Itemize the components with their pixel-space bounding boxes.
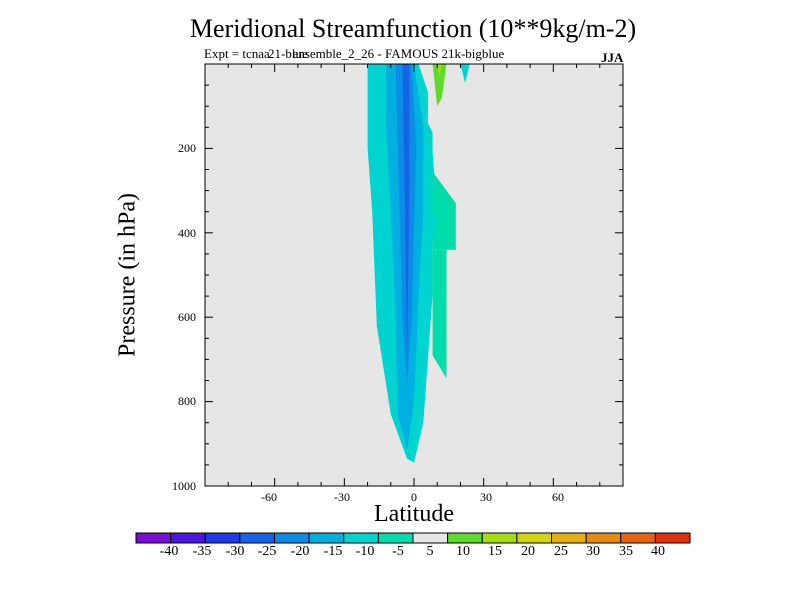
colorbar-swatch [620, 532, 656, 544]
colorbar-swatch [551, 532, 587, 544]
colorbar-swatch [308, 532, 345, 544]
colorbar-tick-label: -15 [323, 544, 343, 559]
colorbar-swatch [447, 532, 483, 544]
x-tick-label: -60 [261, 490, 277, 504]
chart-subtitle: Expt = tcnaa ensemble_2_26 - FAMOUS 21k-… [204, 46, 505, 61]
x-tick-label: -30 [334, 490, 350, 504]
contour-region-trace-minus10 [460, 64, 470, 83]
overlay-label: 21-blue [268, 46, 308, 61]
y-axis-label: Pressure (in hPa) [114, 193, 141, 357]
colorbar-swatch [654, 532, 691, 544]
colorbar-swatch [585, 532, 622, 544]
contour-region-core-minus25 [402, 64, 410, 360]
colorbar-swatch [377, 532, 414, 544]
x-tick-label: 0 [411, 490, 417, 504]
colorbar-tick-label: -20 [290, 544, 310, 559]
colorbar-swatch [239, 532, 275, 544]
contour-region-arm-minus5-low [432, 249, 447, 379]
colorbar-tick-label: -35 [192, 544, 212, 559]
colorbar-swatch [516, 532, 552, 544]
y-tick-label: 200 [178, 141, 196, 155]
x-axis-label: Latitude [374, 501, 454, 527]
colorbar-tick-label: 35 [619, 544, 633, 559]
colorbar-tick-label: 40 [651, 544, 665, 559]
y-tick-label: 1000 [172, 479, 196, 493]
colorbar-swatch [481, 532, 518, 544]
y-tick-label: 800 [178, 394, 196, 408]
x-tick-label: 30 [480, 490, 492, 504]
x-tick-label: 60 [552, 490, 564, 504]
colorbar-tick-label: 5 [426, 544, 434, 559]
colorbar-tick-label: 15 [488, 544, 502, 559]
colorbar-tick-label: -25 [257, 544, 277, 559]
y-tick-label: 600 [178, 310, 196, 324]
contour-region-pos-top-yellow [437, 64, 442, 77]
colorbar-tick-label: 25 [554, 544, 568, 559]
colorbar-tick-label: 20 [521, 544, 535, 559]
colorbar-swatch [412, 532, 449, 544]
colorbar-tick-label: -5 [392, 544, 404, 559]
contour-region-pos-top [427, 64, 456, 162]
season-label: JJA [601, 50, 624, 65]
colorbar-tick-label: -40 [159, 544, 179, 559]
colorbar-swatch [204, 532, 241, 544]
colorbar-swatch [170, 532, 206, 544]
contour-region-pos-right [455, 192, 477, 410]
y-tick-label: 400 [178, 226, 196, 240]
colorbar-swatch [274, 532, 310, 544]
colorbar-tick-label: 10 [456, 544, 470, 559]
contour-region-arm-minus10 [425, 211, 438, 242]
contour-region-pos-top-inner [432, 64, 447, 107]
colorbar-swatch [135, 532, 172, 544]
colorbar-tick-label: -10 [355, 544, 375, 559]
colorbar-tick-label: -30 [225, 544, 245, 559]
colorbar-swatch [343, 532, 379, 544]
chart-title: Meridional Streamfunction (10**9kg/m-2) [189, 14, 637, 43]
contour-region-pos-left [351, 64, 361, 147]
colorbar-tick-label: 30 [586, 544, 600, 559]
